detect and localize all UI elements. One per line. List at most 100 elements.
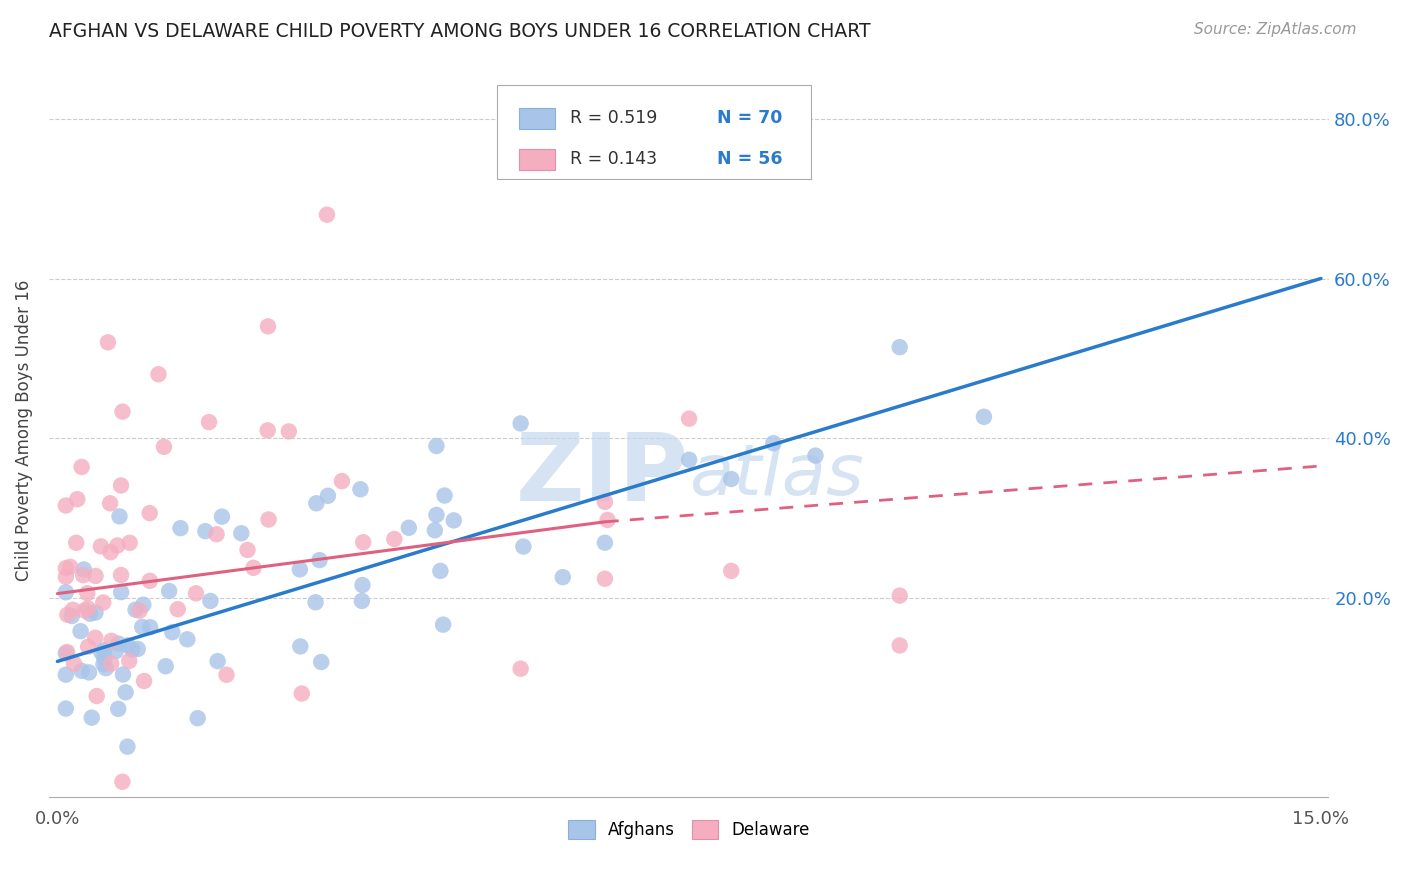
Point	[94, 661, 117, 675]
Point	[257, 512, 280, 526]
Point	[551, 570, 574, 584]
Point	[55, 667, 77, 681]
Point	[98, 496, 121, 510]
Point	[720, 564, 742, 578]
Point	[66, 492, 89, 507]
Point	[110, 585, 132, 599]
Point	[128, 604, 150, 618]
Point	[291, 687, 314, 701]
Point	[77, 601, 100, 615]
Point	[63, 657, 86, 671]
Point	[305, 496, 328, 510]
Point	[91, 595, 114, 609]
Point	[593, 535, 616, 549]
Point	[215, 667, 238, 681]
Point	[132, 598, 155, 612]
Point	[124, 603, 146, 617]
Point	[77, 665, 100, 680]
Point	[153, 440, 176, 454]
Point	[166, 602, 188, 616]
Point	[131, 620, 153, 634]
Point	[231, 526, 253, 541]
Point	[84, 606, 107, 620]
Point	[139, 574, 162, 588]
Point	[889, 340, 911, 354]
Point	[69, 624, 91, 639]
Point	[162, 625, 184, 640]
Point	[352, 578, 374, 592]
Point	[207, 654, 229, 668]
Point	[256, 423, 278, 437]
Point	[350, 594, 373, 608]
FancyBboxPatch shape	[519, 108, 555, 128]
Point	[62, 603, 84, 617]
Point	[316, 208, 339, 222]
Point	[107, 637, 129, 651]
Point	[382, 532, 405, 546]
Point	[720, 472, 742, 486]
Point	[84, 631, 107, 645]
Point	[111, 404, 134, 418]
Point	[90, 645, 112, 659]
Point	[889, 639, 911, 653]
Point	[56, 645, 79, 659]
Point	[118, 654, 141, 668]
Point	[117, 739, 139, 754]
Point	[596, 513, 619, 527]
Point	[443, 513, 465, 527]
Point	[309, 655, 332, 669]
Point	[148, 368, 170, 382]
Point	[70, 664, 93, 678]
Point	[432, 617, 454, 632]
Point	[257, 319, 280, 334]
Point	[593, 495, 616, 509]
Point	[110, 478, 132, 492]
Point	[889, 589, 911, 603]
Point	[304, 595, 326, 609]
Point	[678, 411, 700, 425]
Point	[111, 667, 134, 681]
Point	[425, 439, 447, 453]
Point	[176, 632, 198, 647]
Point	[55, 585, 77, 599]
Point	[330, 474, 353, 488]
Point	[423, 523, 446, 537]
FancyBboxPatch shape	[519, 149, 555, 169]
Text: R = 0.143: R = 0.143	[569, 151, 657, 169]
Point	[79, 607, 101, 621]
Point	[84, 569, 107, 583]
Text: AFGHAN VS DELAWARE CHILD POVERTY AMONG BOYS UNDER 16 CORRELATION CHART: AFGHAN VS DELAWARE CHILD POVERTY AMONG B…	[49, 22, 870, 41]
Point	[316, 489, 339, 503]
Point	[93, 657, 115, 672]
Point	[288, 562, 311, 576]
Point	[200, 594, 222, 608]
Point	[93, 651, 115, 665]
Point	[425, 508, 447, 522]
Text: R = 0.519: R = 0.519	[569, 109, 658, 128]
Point	[121, 642, 143, 657]
Point	[100, 657, 122, 671]
Point	[184, 586, 207, 600]
Point	[155, 659, 177, 673]
Point	[97, 335, 120, 350]
Point	[349, 482, 371, 496]
Y-axis label: Child Poverty Among Boys Under 16: Child Poverty Among Boys Under 16	[15, 279, 32, 581]
Point	[509, 417, 531, 431]
Text: atlas: atlas	[689, 441, 863, 509]
Point	[73, 562, 96, 576]
Point	[90, 540, 112, 554]
Point	[60, 609, 83, 624]
Point	[308, 553, 330, 567]
Point	[108, 509, 131, 524]
Point	[70, 460, 93, 475]
Point	[93, 643, 115, 657]
Point	[111, 774, 134, 789]
Point	[433, 489, 456, 503]
Point	[512, 540, 534, 554]
Point	[187, 711, 209, 725]
Point	[804, 449, 827, 463]
Point	[107, 539, 129, 553]
FancyBboxPatch shape	[498, 85, 811, 179]
Point	[290, 640, 312, 654]
Text: N = 70: N = 70	[717, 109, 783, 128]
